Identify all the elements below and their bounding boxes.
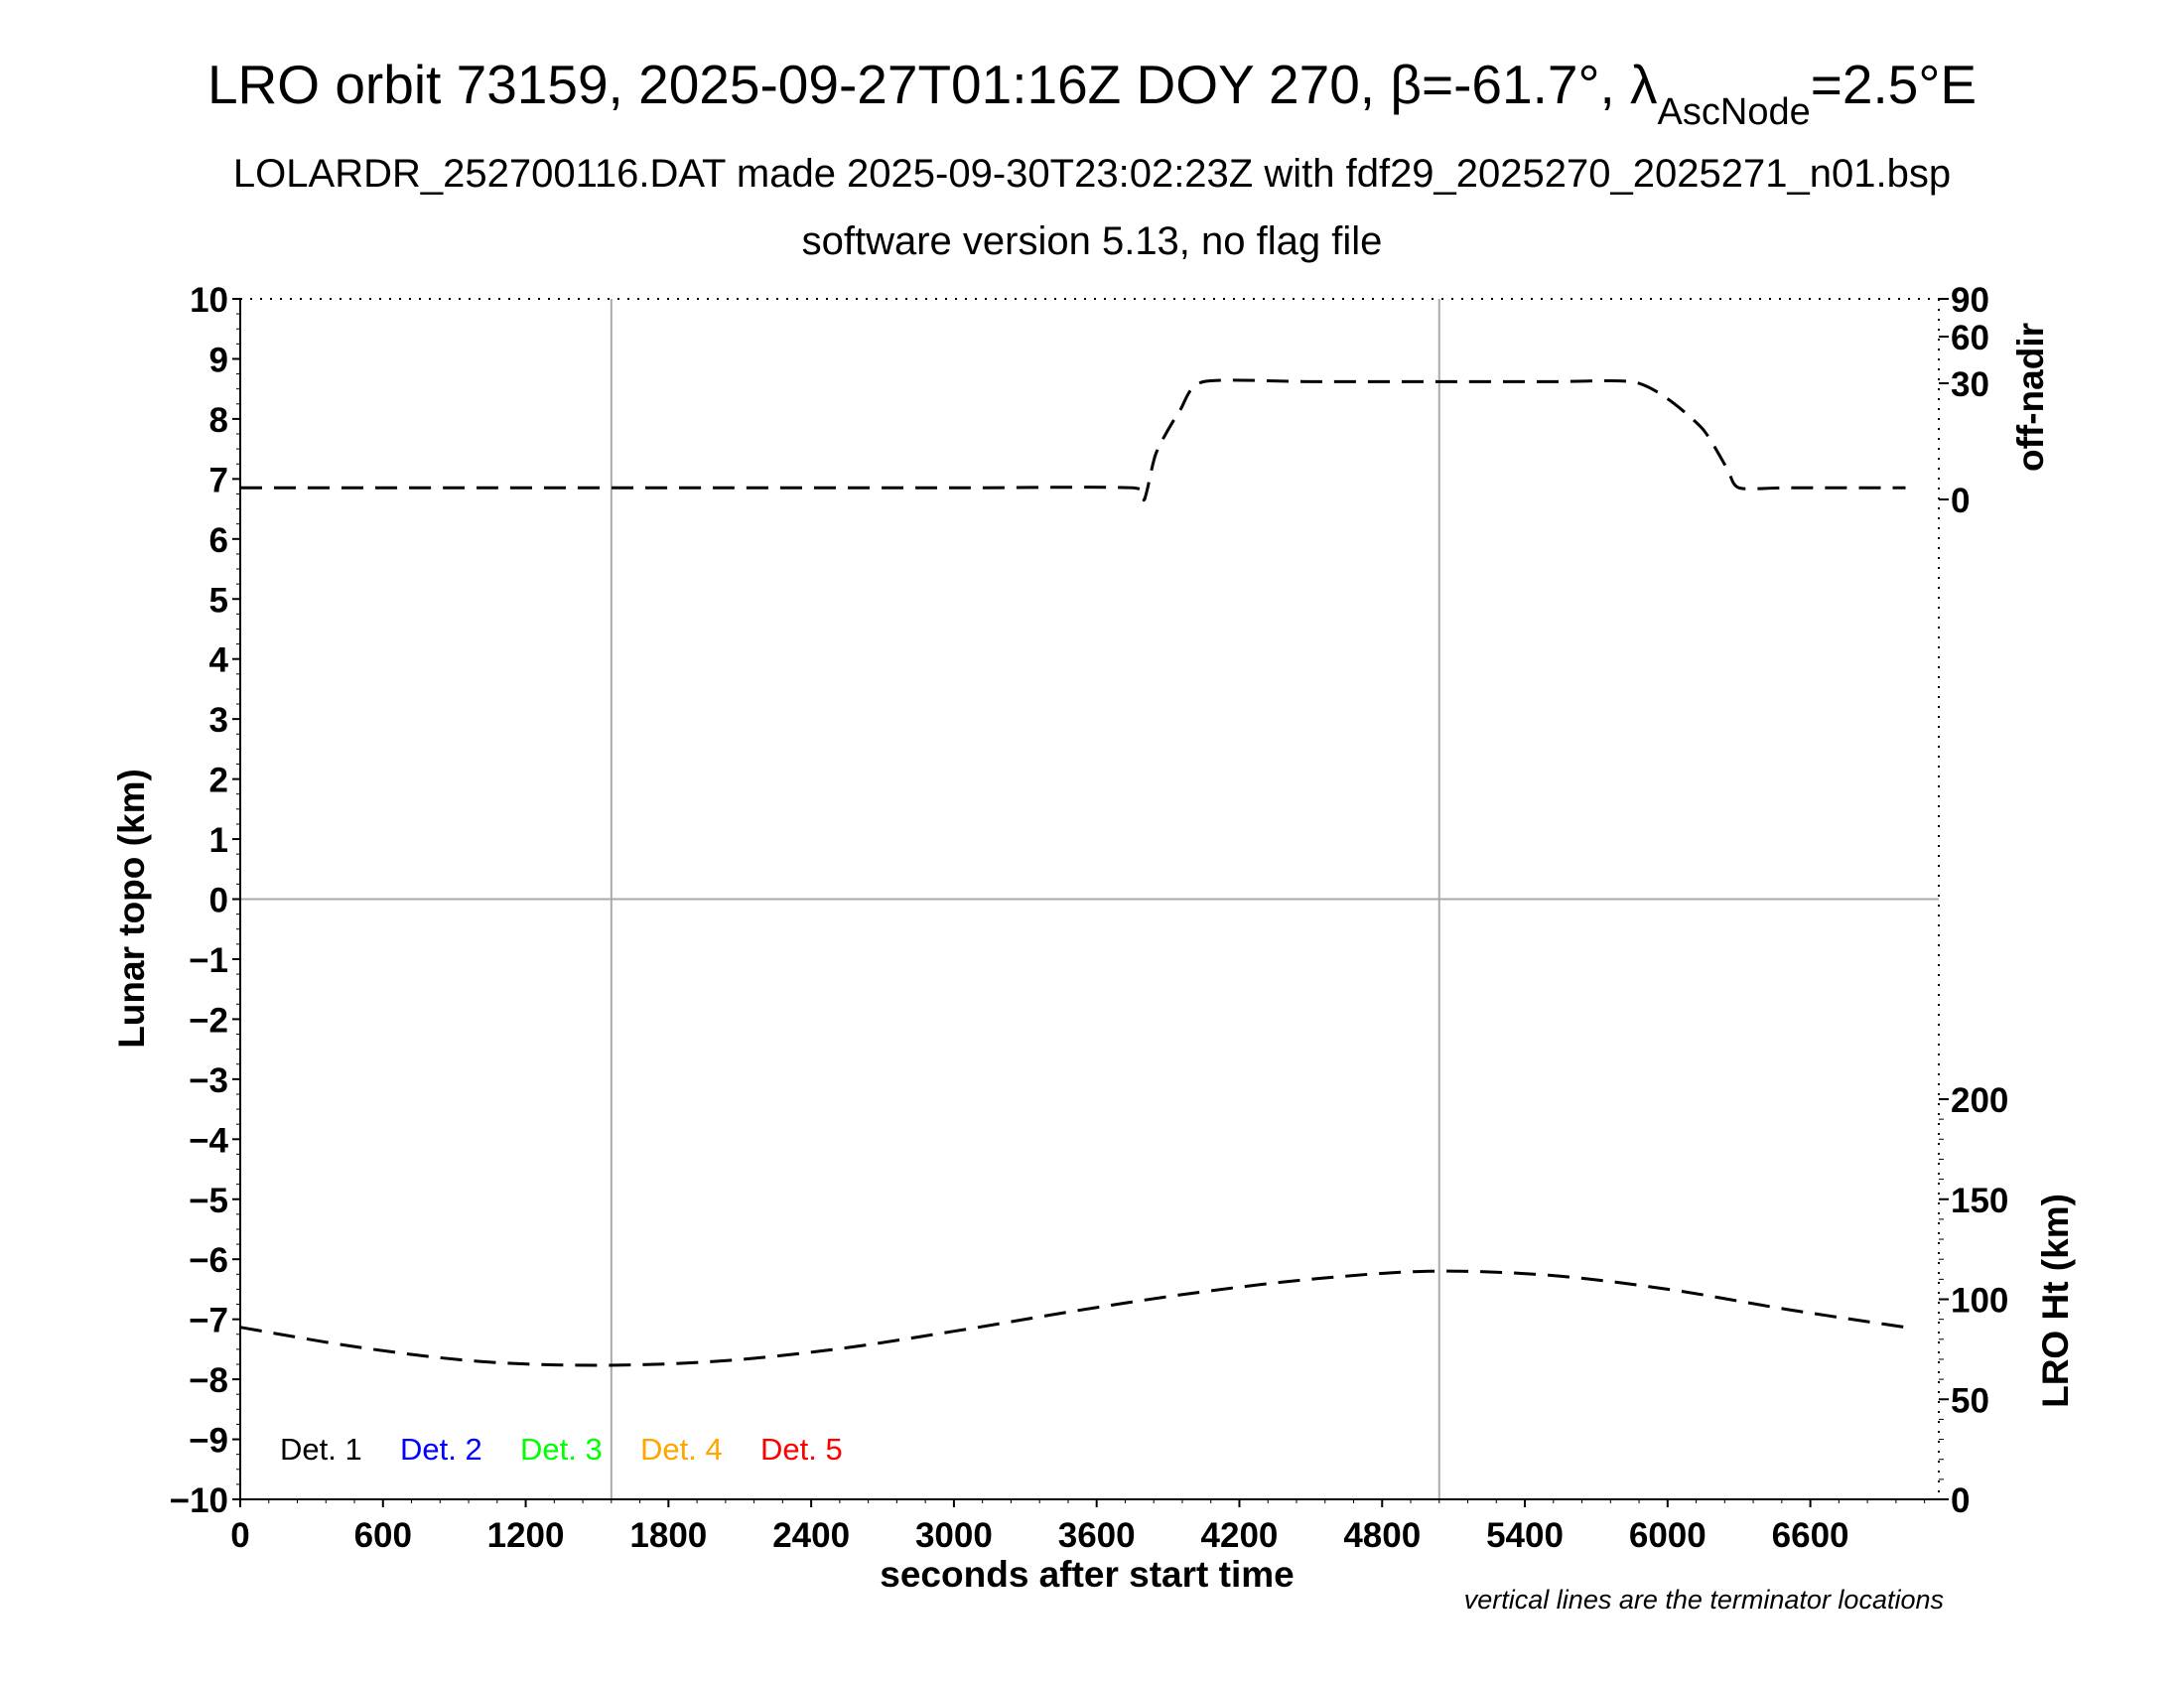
x-tick-label: 3600 [1058, 1516, 1136, 1555]
x-tick-label: 1200 [487, 1516, 565, 1555]
y-tick-label: 6 [209, 521, 228, 560]
y-tick-label: −6 [189, 1241, 228, 1280]
y-tick-label: −9 [189, 1422, 228, 1461]
chart-subtitle-1: LOLARDR_252700116.DAT made 2025-09-30T23… [233, 152, 1951, 196]
off-nadir-series-line [240, 378, 1906, 502]
y-tick-label: 8 [209, 401, 228, 440]
y-tick-label: −4 [189, 1121, 228, 1160]
y-tick-label: 2 [209, 762, 228, 800]
off-nadir-tick-label: 60 [1951, 319, 1989, 357]
x-axis-label: seconds after start time [880, 1554, 1294, 1595]
x-tick-label: 1800 [629, 1516, 707, 1555]
y-axis-label: Lunar topo (km) [111, 769, 152, 1049]
chart-title: LRO orbit 73159, 2025-09-27T01:16Z DOY 2… [207, 54, 1977, 133]
x-tick-label: 2400 [772, 1516, 850, 1555]
y-tick-label: 0 [209, 882, 228, 920]
y-tick-label: 4 [209, 641, 229, 680]
legend: Det. 1 Det. 2 Det. 3 Det. 4 Det. 5 [280, 1432, 843, 1467]
height-tick-label: 200 [1951, 1081, 2008, 1120]
off-nadir-axis-label: off-nadir [2010, 323, 2051, 472]
series-group [239, 378, 1906, 1367]
y-tick-label: −3 [189, 1061, 228, 1100]
x-tick-label: 600 [354, 1516, 412, 1555]
height-tick-label: 100 [1951, 1282, 2008, 1321]
x-tick-label: 6000 [1629, 1516, 1706, 1555]
off-nadir-tick-label: 30 [1951, 365, 1989, 404]
y-tick-label: 5 [209, 581, 228, 620]
legend-entry: Det. 1 [280, 1432, 362, 1467]
off-nadir-tick-label: 90 [1951, 281, 1989, 320]
x-tick-label: 6600 [1772, 1516, 1849, 1555]
x-tick-label: 4800 [1343, 1516, 1421, 1555]
height-tick-label: 0 [1951, 1481, 1970, 1520]
y-tick-label: −2 [189, 1001, 228, 1040]
y-tick-label: −5 [189, 1182, 228, 1220]
legend-entry: Det. 3 [520, 1432, 603, 1467]
y-tick-label: 3 [209, 701, 228, 740]
legend-entry: Det. 5 [760, 1432, 843, 1467]
x-tick-label: 3000 [915, 1516, 993, 1555]
y-tick-label: 1 [209, 821, 228, 860]
off-nadir-tick-label: 0 [1951, 482, 1970, 520]
x-tick-label: 5400 [1486, 1516, 1564, 1555]
x-tick-label: 0 [230, 1516, 249, 1555]
y-tick-label: 10 [190, 281, 228, 320]
terminator-note: vertical lines are the terminator locati… [1464, 1585, 1944, 1615]
x-tick-label: 4200 [1201, 1516, 1279, 1555]
lro-height-series-line [239, 1269, 1906, 1367]
chart-subtitle-2: software version 5.13, no flag file [802, 219, 1383, 263]
grid [240, 299, 1939, 1499]
legend-entry: Det. 2 [400, 1432, 482, 1467]
y-tick-label: −1 [189, 941, 228, 980]
y-tick-label: −8 [189, 1361, 228, 1400]
y-tick-label: 7 [209, 461, 228, 499]
legend-entry: Det. 4 [640, 1432, 723, 1467]
y-tick-label: −10 [170, 1481, 228, 1520]
y-tick-label: 9 [209, 341, 228, 379]
height-tick-label: 150 [1951, 1182, 2008, 1220]
height-tick-label: 50 [1951, 1381, 1989, 1420]
height-axis-label: LRO Ht (km) [2035, 1194, 2076, 1408]
y-tick-label: −7 [189, 1302, 228, 1340]
